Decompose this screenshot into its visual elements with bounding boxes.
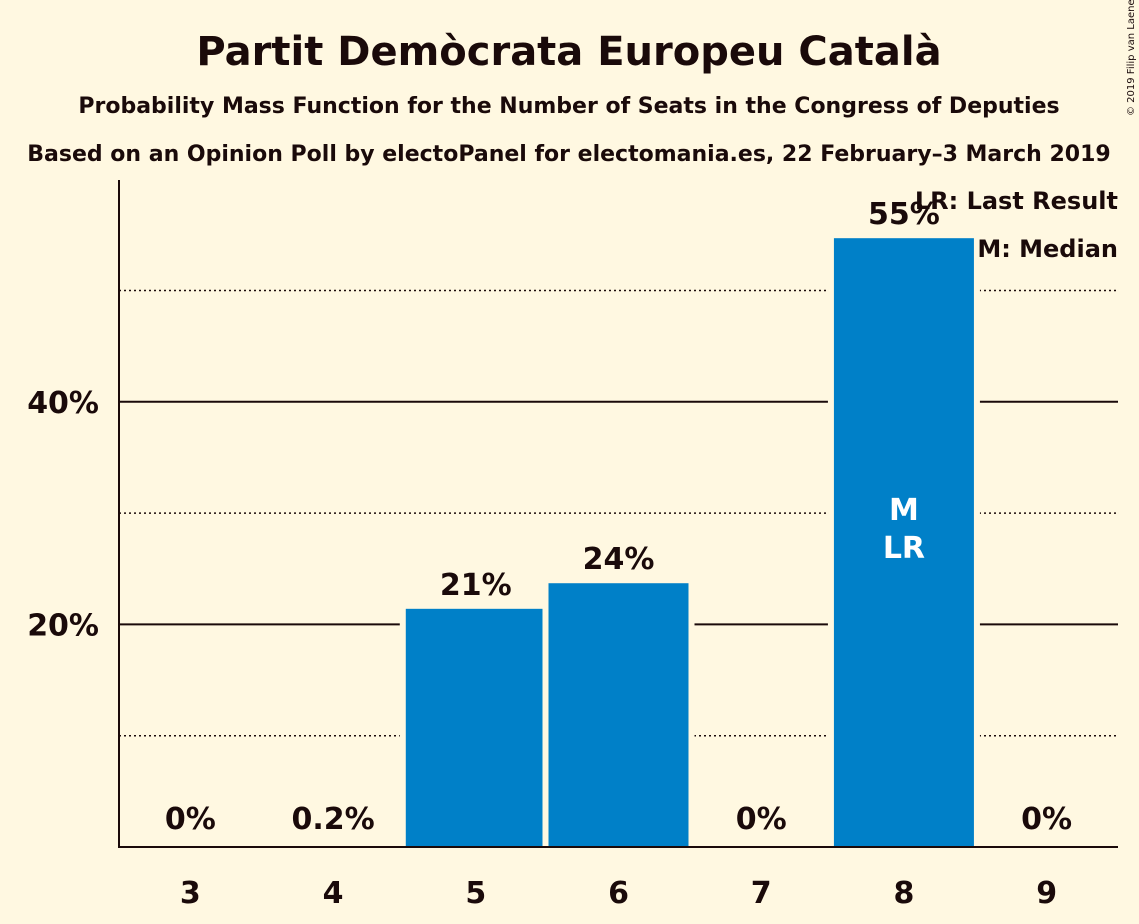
data-label-seats-3: 0% <box>165 802 216 837</box>
x-tick-label-4: 4 <box>323 876 344 911</box>
x-tick-label-5: 5 <box>465 876 486 911</box>
bar-seats-6 <box>548 583 689 847</box>
copyright-text: © 2019 Filip van Laenen <box>1126 0 1137 116</box>
chart-subtitle-2: Based on an Opinion Poll by electoPanel … <box>27 142 1110 167</box>
data-label-seats-5: 21% <box>440 568 512 603</box>
data-label-seats-4: 0.2% <box>291 802 374 837</box>
axes: 20% 40% <box>27 180 1118 848</box>
bar-seats-8 <box>833 238 974 848</box>
x-tick-label-9: 9 <box>1036 876 1057 911</box>
chart-subtitle: Probability Mass Function for the Number… <box>78 94 1059 119</box>
data-label-seats-6: 24% <box>583 542 655 577</box>
bar-marker-lr: LR <box>883 531 925 566</box>
y-tick-label: 20% <box>27 608 99 643</box>
y-tick-label: 40% <box>27 386 99 421</box>
x-tick-label-8: 8 <box>893 876 914 911</box>
data-label-seats-8: 55% <box>868 197 940 232</box>
x-tick-label-6: 6 <box>608 876 629 911</box>
bar-seats-5 <box>405 608 546 847</box>
legend-last-result: LR: Last Result <box>915 187 1118 215</box>
x-tick-label-7: 7 <box>751 876 772 911</box>
x-tick-label-3: 3 <box>180 876 201 911</box>
data-label-seats-7: 0% <box>736 802 787 837</box>
data-labels: 0% 3 0.2% 4 21% 5 24% 6 0% 7 55% 8 MLR 0% 9 <box>165 197 1072 911</box>
bar-marker-m: M <box>889 493 919 528</box>
chart-title: Partit Demòcrata Europeu Català <box>196 29 941 75</box>
legend-median: M: Median <box>977 235 1118 263</box>
data-label-seats-9: 0% <box>1021 802 1072 837</box>
bars <box>399 238 980 848</box>
